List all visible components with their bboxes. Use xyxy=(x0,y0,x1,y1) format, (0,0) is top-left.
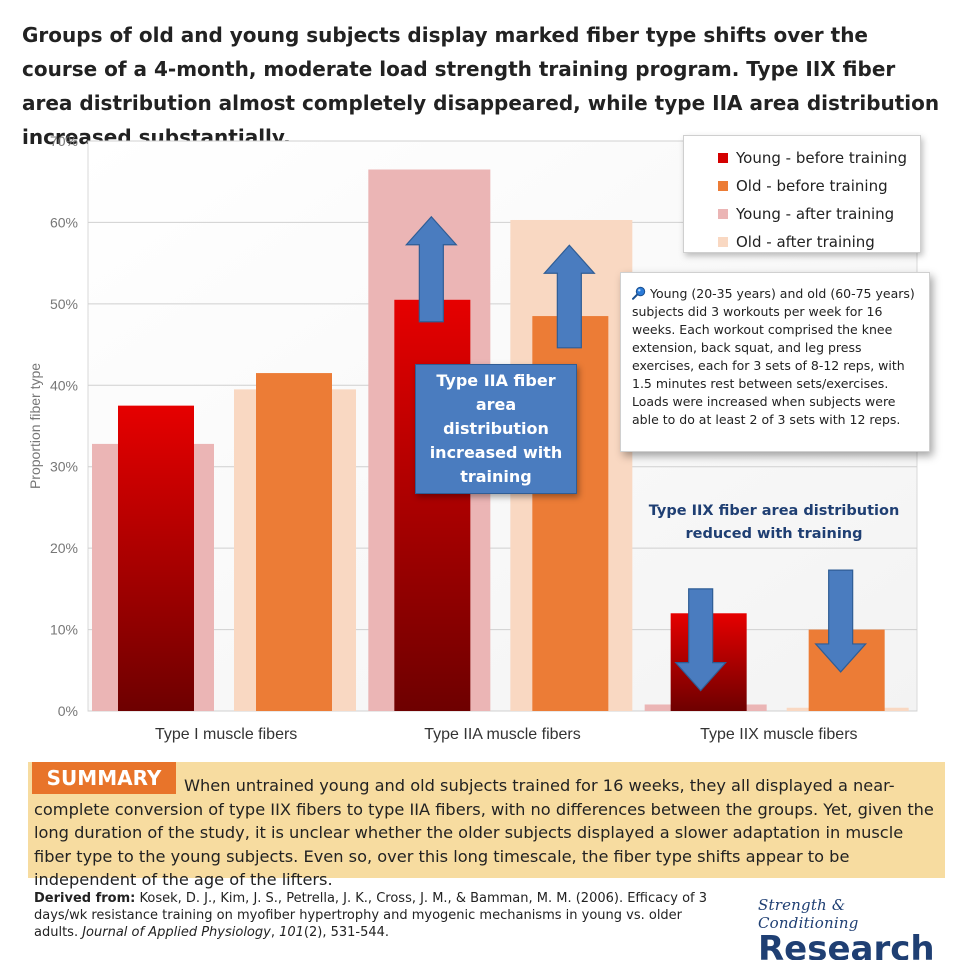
y-tick-label: 50% xyxy=(50,296,78,312)
summary-text: When untrained young and old subjects tr… xyxy=(34,776,934,889)
source-journal: Journal of Applied Physiology xyxy=(82,925,271,940)
source-volume: 101 xyxy=(279,925,304,940)
x-tick-label: Type I muscle fibers xyxy=(155,726,297,743)
headline: Groups of old and young subjects display… xyxy=(22,23,940,149)
callout-type-iix: Type IIX fiber area distribution reduced… xyxy=(648,503,900,542)
legend-item-young-before: Young - before training xyxy=(718,144,920,172)
bar-young-before xyxy=(118,405,194,711)
brand-logo: Strength & Conditioning Research xyxy=(758,896,948,960)
y-axis-label: Proportion fiber type xyxy=(27,363,43,489)
legend-swatch xyxy=(718,153,728,163)
arrow-down-old-iix xyxy=(814,569,868,673)
source-issue: (2), 531-544. xyxy=(303,925,390,940)
legend-swatch xyxy=(718,181,728,191)
y-tick-label: 0% xyxy=(58,703,78,719)
x-tick-label: Type IIX muscle fibers xyxy=(700,726,857,743)
study-note: Young (20-35 years) and old (60-75 years… xyxy=(620,272,930,452)
source-label: Derived from: xyxy=(34,891,136,906)
chart-legend: Young - before training Old - before tra… xyxy=(683,135,921,253)
x-tick-label: Type IIA muscle fibers xyxy=(424,726,581,743)
callout-type-iia: Type IIA fiber area distribution increas… xyxy=(415,364,577,494)
legend-label: Old - before training xyxy=(736,177,888,195)
y-tick-label: 60% xyxy=(50,214,78,230)
legend-label: Young - after training xyxy=(736,205,895,223)
magnifier-icon xyxy=(632,286,646,300)
legend-item-old-after: Old - after training xyxy=(718,228,920,256)
legend-label: Young - before training xyxy=(736,149,907,167)
brand-tagline: Strength & Conditioning xyxy=(758,896,859,932)
source-text: Kosek, D. J., Kim, J. S., Petrella, J. K… xyxy=(34,891,708,940)
bar-old-before xyxy=(256,373,332,711)
legend-item-old-before: Old - before training xyxy=(718,172,920,200)
bar-young-before xyxy=(394,299,471,711)
y-tick-label: 20% xyxy=(50,540,78,556)
summary-panel xyxy=(28,762,945,878)
arrow-up-young-iia xyxy=(404,215,458,323)
brand-name: Research xyxy=(758,929,935,960)
legend-label: Old - after training xyxy=(736,233,875,251)
y-tick-label: 30% xyxy=(50,459,78,475)
legend-swatch xyxy=(718,209,728,219)
study-note-text: Young (20-35 years) and old (60-75 years… xyxy=(632,286,915,427)
y-tick-label: 40% xyxy=(50,377,78,393)
y-tick-label: 10% xyxy=(50,622,78,638)
legend-item-young-after: Young - after training xyxy=(718,200,920,228)
legend-swatch xyxy=(718,237,728,247)
summary-tag: SUMMARY xyxy=(32,762,176,794)
y-tick-label: 70% xyxy=(50,133,78,149)
arrow-down-young-iix xyxy=(674,588,728,692)
arrow-up-old-iia xyxy=(542,244,596,349)
source-citation: Derived from: Kosek, D. J., Kim, J. S., … xyxy=(34,891,708,940)
